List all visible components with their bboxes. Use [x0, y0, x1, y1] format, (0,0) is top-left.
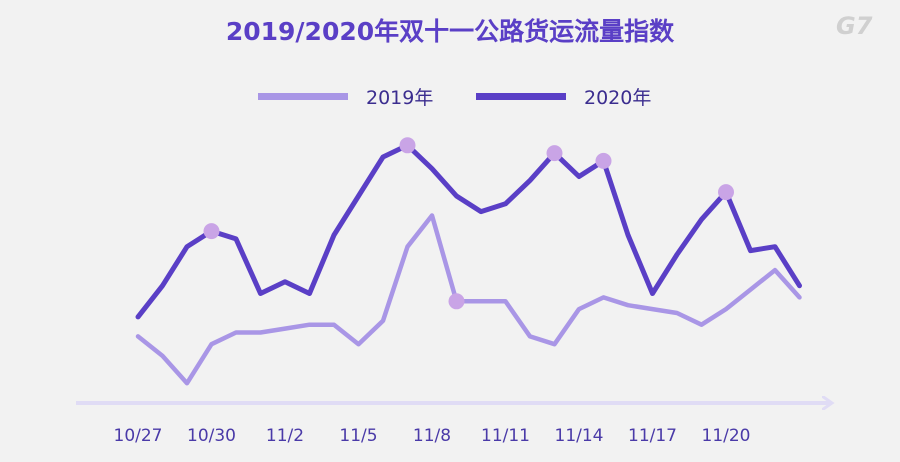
- x-tick-label: 11/8: [413, 426, 451, 446]
- x-tick-label: 11/20: [702, 426, 751, 446]
- legend: 2019年 2020年: [0, 82, 900, 110]
- legend-item-2020: 2020年: [476, 82, 651, 110]
- legend-label-2020: 2020年: [584, 86, 652, 109]
- highlight-point-2019年-13: [448, 293, 465, 310]
- x-tick-label: 11/14: [555, 426, 604, 446]
- x-tick-labels: 10/27 10/30 11/2 11/5 11/8 11/11 11/14 11/17 11/…: [114, 426, 751, 446]
- x-tick-label: 10/30: [187, 426, 236, 446]
- highlight-point-2020年-24: [718, 184, 734, 201]
- series-layer: [135, 142, 802, 386]
- legend-item-2019: 2019年: [258, 82, 433, 110]
- chart-title: 2019/2020年双十一公路货运流量指数: [225, 17, 675, 46]
- series-line-2020年: [135, 142, 802, 320]
- highlight-point-2020年-11: [399, 137, 416, 154]
- highlight-markers: [203, 137, 734, 310]
- legend-label-2019: 2019年: [366, 86, 434, 109]
- x-tick-label: 11/5: [339, 426, 377, 446]
- g7-logo: G7: [836, 12, 873, 40]
- highlight-point-2020年-3: [203, 223, 220, 240]
- x-tick-label: 11/2: [266, 426, 304, 446]
- x-tick-label: 11/17: [628, 426, 677, 446]
- highlight-point-2020年-17: [546, 145, 563, 162]
- x-tick-label: 11/11: [481, 426, 530, 446]
- legend-swatch-2019: [258, 92, 348, 100]
- x-tick-label: 10/27: [114, 426, 163, 446]
- series-line-2019年: [135, 213, 802, 386]
- legend-swatch-2020: [476, 92, 566, 100]
- highlight-point-2020年-19: [595, 152, 612, 169]
